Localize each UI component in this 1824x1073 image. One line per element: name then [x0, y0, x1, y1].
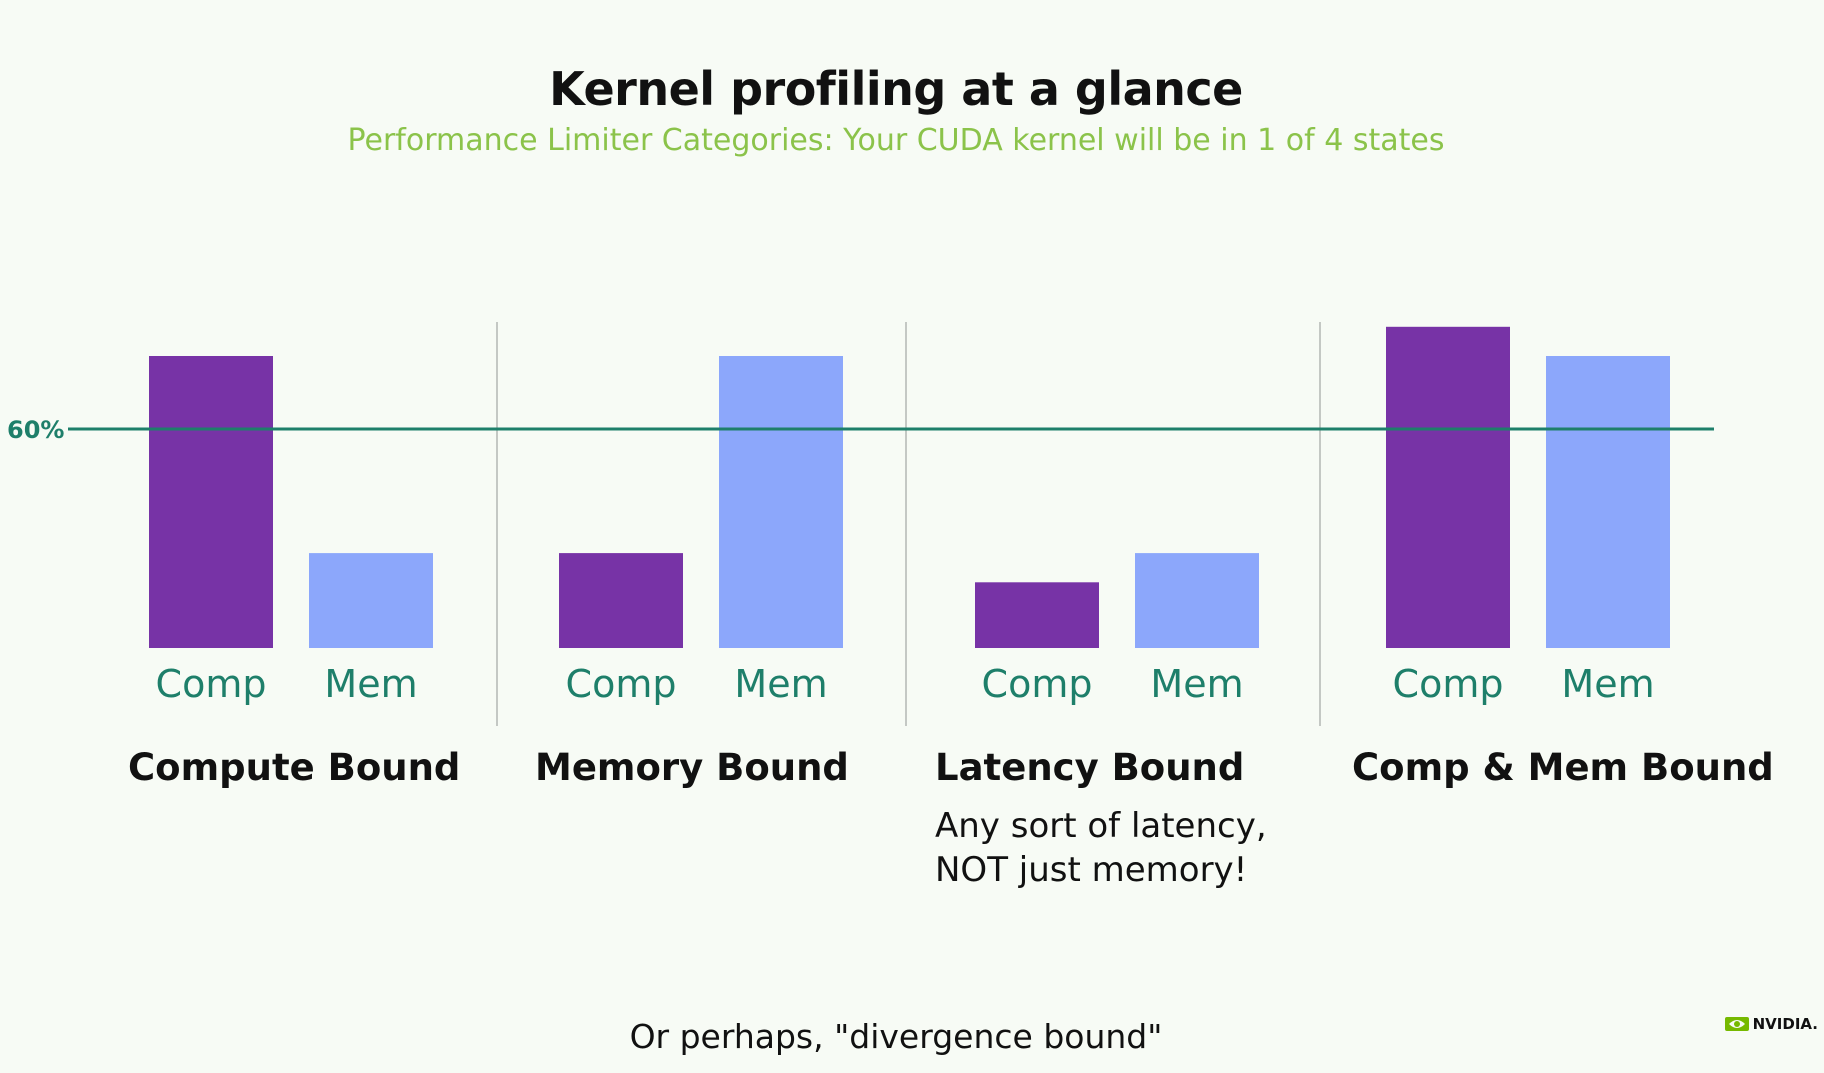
bar-2-mem [1135, 553, 1259, 648]
latency-note-line-1: Any sort of latency, [935, 806, 1267, 846]
slide-title: Kernel profiling at a glance [549, 62, 1243, 116]
bar-0-mem [309, 553, 433, 648]
bar-0-comp [149, 356, 273, 648]
group-label-1: Memory Bound [535, 746, 849, 789]
latency-note: Any sort of latency, NOT just memory! [935, 804, 1267, 892]
category-label-0-mem: Mem [324, 662, 417, 706]
category-label-1-comp: Comp [566, 662, 677, 706]
bar-3-mem [1546, 356, 1670, 648]
category-label-0-comp: Comp [156, 662, 267, 706]
nvidia-eye-icon [1724, 1017, 1749, 1031]
category-label-1-mem: Mem [734, 662, 827, 706]
bar-1-mem [719, 356, 843, 648]
footer-note: Or perhaps, "divergence bound" [629, 1017, 1163, 1056]
bar-2-comp [975, 582, 1099, 648]
nvidia-logo: NVIDIA. [1724, 1015, 1818, 1033]
bar-3-comp [1386, 326, 1510, 648]
group-label-3: Comp & Mem Bound [1352, 746, 1774, 789]
category-label-3-comp: Comp [1393, 662, 1504, 706]
category-label-3-mem: Mem [1561, 662, 1654, 706]
category-label-2-comp: Comp [982, 662, 1093, 706]
slide-subtitle: Performance Limiter Categories: Your CUD… [347, 123, 1445, 158]
bar-1-comp [559, 553, 683, 648]
bar-chart: 60% Comp Mem Comp Mem Comp Mem Comp Mem [7, 322, 1714, 726]
latency-note-line-2: NOT just memory! [935, 850, 1248, 890]
group-label-0: Compute Bound [128, 746, 461, 789]
nvidia-logo-text: NVIDIA. [1752, 1015, 1818, 1033]
category-label-2-mem: Mem [1150, 662, 1243, 706]
group-label-2: Latency Bound [935, 746, 1245, 789]
threshold-label: 60% [7, 416, 64, 444]
